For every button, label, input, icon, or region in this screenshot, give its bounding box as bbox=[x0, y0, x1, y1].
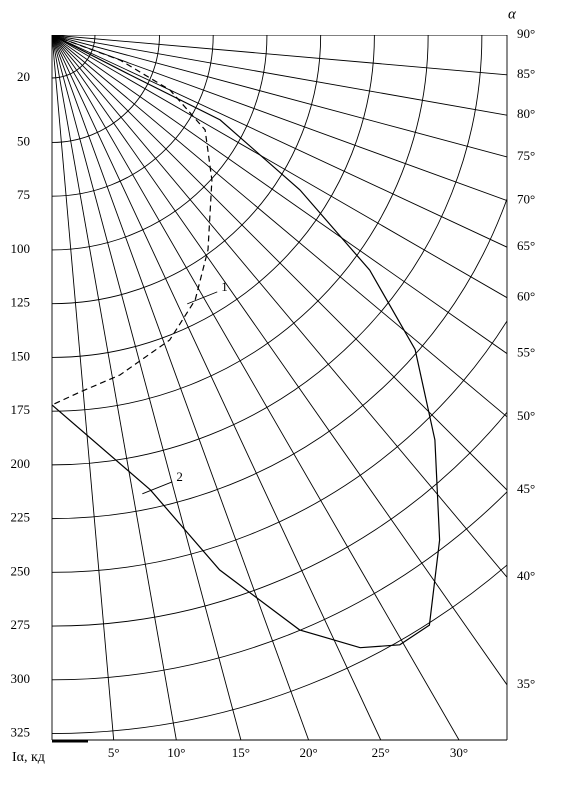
angle-grid-line bbox=[52, 35, 177, 740]
angle-grid-line bbox=[52, 35, 115, 740]
curve-dashed bbox=[52, 35, 213, 406]
angle-tick-label: 55° bbox=[517, 345, 535, 360]
angle-grid-line bbox=[52, 35, 507, 76]
angle-tick-label: 35° bbox=[517, 676, 535, 691]
r-tick-label: 200 bbox=[11, 456, 31, 471]
r-tick-label: 325 bbox=[11, 725, 31, 740]
angle-grid-line bbox=[52, 35, 507, 491]
angle-grid-line bbox=[52, 35, 507, 116]
grid-arc bbox=[52, 197, 507, 519]
curve-solid bbox=[52, 35, 441, 649]
angle-tick-label: 25° bbox=[372, 745, 390, 760]
r-tick-label: 225 bbox=[11, 510, 31, 525]
angle-grid-line bbox=[52, 35, 310, 740]
angle-grid-line bbox=[52, 35, 507, 354]
grid-arc bbox=[52, 411, 507, 627]
r-tick-label: 125 bbox=[11, 295, 31, 310]
angle-grid-line bbox=[52, 35, 507, 418]
angle-grid-line bbox=[52, 35, 507, 202]
angle-grid-line bbox=[52, 35, 507, 158]
curve-label: 1 bbox=[221, 279, 228, 294]
grid-arc bbox=[52, 35, 214, 197]
angle-tick-label: 10° bbox=[167, 745, 185, 760]
angle-tick-label: 20° bbox=[299, 745, 317, 760]
angle-grid-line bbox=[52, 35, 507, 248]
r-axis-label: Iα, кд bbox=[12, 750, 45, 765]
angle-tick-label: 40° bbox=[517, 568, 535, 583]
grid-arc bbox=[52, 490, 507, 681]
r-tick-label: 150 bbox=[11, 348, 31, 363]
r-tick-label: 20 bbox=[17, 69, 30, 84]
angle-tick-label: 50° bbox=[517, 408, 535, 423]
angle-tick-label: 5° bbox=[108, 745, 120, 760]
grid-arc bbox=[52, 319, 507, 573]
leader-line bbox=[142, 481, 173, 495]
r-tick-label: 50 bbox=[17, 133, 30, 148]
angle-tick-label: 60° bbox=[517, 289, 535, 304]
angle-axis-label: α bbox=[508, 6, 517, 22]
r-tick-label: 75 bbox=[17, 187, 30, 202]
r-tick-label: 175 bbox=[11, 402, 31, 417]
angle-grid-line bbox=[52, 35, 507, 686]
r-tick-label: 300 bbox=[11, 671, 31, 686]
grid-arc bbox=[52, 35, 268, 251]
angle-grid-line bbox=[52, 35, 460, 740]
r-tick-label: 250 bbox=[11, 563, 31, 578]
angle-tick-label: 85° bbox=[517, 66, 535, 81]
grid bbox=[52, 35, 507, 740]
angle-grid-line bbox=[52, 35, 507, 578]
angle-tick-label: 30° bbox=[450, 745, 468, 760]
angle-tick-label: 75° bbox=[517, 148, 535, 163]
angle-grid-line bbox=[52, 35, 507, 299]
angle-tick-label: 90° bbox=[517, 26, 535, 41]
angle-tick-label: 15° bbox=[232, 745, 250, 760]
angle-tick-label: 70° bbox=[517, 192, 535, 207]
curve-label: 2 bbox=[176, 469, 183, 484]
r-tick-label: 100 bbox=[11, 241, 31, 256]
angle-grid-line bbox=[52, 35, 382, 740]
leader-line bbox=[187, 291, 218, 305]
angle-tick-label: 80° bbox=[517, 106, 535, 121]
r-tick-label: 275 bbox=[11, 617, 31, 632]
curves bbox=[52, 35, 441, 649]
angle-tick-label: 65° bbox=[517, 238, 535, 253]
angle-tick-label: 45° bbox=[517, 481, 535, 496]
grid-arc bbox=[52, 35, 322, 305]
angle-grid-line bbox=[52, 35, 242, 740]
